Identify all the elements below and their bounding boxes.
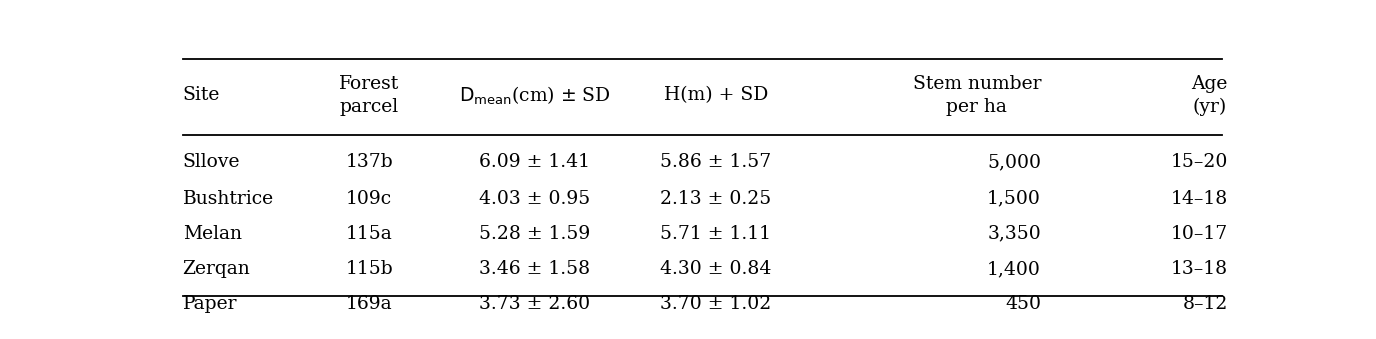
- Text: $\mathrm{D_{mean}}$(cm) $\pm$ SD: $\mathrm{D_{mean}}$(cm) $\pm$ SD: [458, 84, 611, 107]
- Text: 5,000: 5,000: [987, 153, 1042, 171]
- Text: 10–17: 10–17: [1171, 225, 1227, 243]
- Text: Forest
parcel: Forest parcel: [338, 75, 399, 116]
- Text: 1,400: 1,400: [987, 260, 1042, 278]
- Text: 4.03 ± 0.95: 4.03 ± 0.95: [479, 190, 590, 207]
- Text: 3.73 ± 2.60: 3.73 ± 2.60: [479, 295, 590, 313]
- Text: 169a: 169a: [345, 295, 392, 313]
- Text: 109c: 109c: [347, 190, 392, 207]
- Text: 450: 450: [1004, 295, 1042, 313]
- Text: Bushtrice: Bushtrice: [183, 190, 274, 207]
- Text: H(m) + SD: H(m) + SD: [663, 86, 768, 104]
- Text: 3.70 ± 1.02: 3.70 ± 1.02: [660, 295, 772, 313]
- Text: 3,350: 3,350: [988, 225, 1042, 243]
- Text: 8–12: 8–12: [1182, 295, 1227, 313]
- Text: 1,500: 1,500: [987, 190, 1042, 207]
- Text: 115a: 115a: [345, 225, 392, 243]
- Text: 13–18: 13–18: [1171, 260, 1227, 278]
- Text: 6.09 ± 1.41: 6.09 ± 1.41: [479, 153, 590, 171]
- Text: 2.13 ± 0.25: 2.13 ± 0.25: [660, 190, 772, 207]
- Text: 14–18: 14–18: [1171, 190, 1227, 207]
- Text: Stem number
per ha: Stem number per ha: [912, 75, 1042, 116]
- Text: 15–20: 15–20: [1171, 153, 1227, 171]
- Text: Sllove: Sllove: [183, 153, 241, 171]
- Text: Melan: Melan: [183, 225, 242, 243]
- Text: Site: Site: [183, 86, 220, 104]
- Text: Zerqan: Zerqan: [183, 260, 250, 278]
- Text: 5.86 ± 1.57: 5.86 ± 1.57: [660, 153, 772, 171]
- Text: 3.46 ± 1.58: 3.46 ± 1.58: [479, 260, 590, 278]
- Text: 115b: 115b: [345, 260, 394, 278]
- Text: 5.28 ± 1.59: 5.28 ± 1.59: [479, 225, 590, 243]
- Text: Paper: Paper: [183, 295, 237, 313]
- Text: 4.30 ± 0.84: 4.30 ± 0.84: [660, 260, 772, 278]
- Text: 5.71 ± 1.11: 5.71 ± 1.11: [660, 225, 772, 243]
- Text: Age
(yr): Age (yr): [1192, 75, 1227, 117]
- Text: 137b: 137b: [345, 153, 394, 171]
